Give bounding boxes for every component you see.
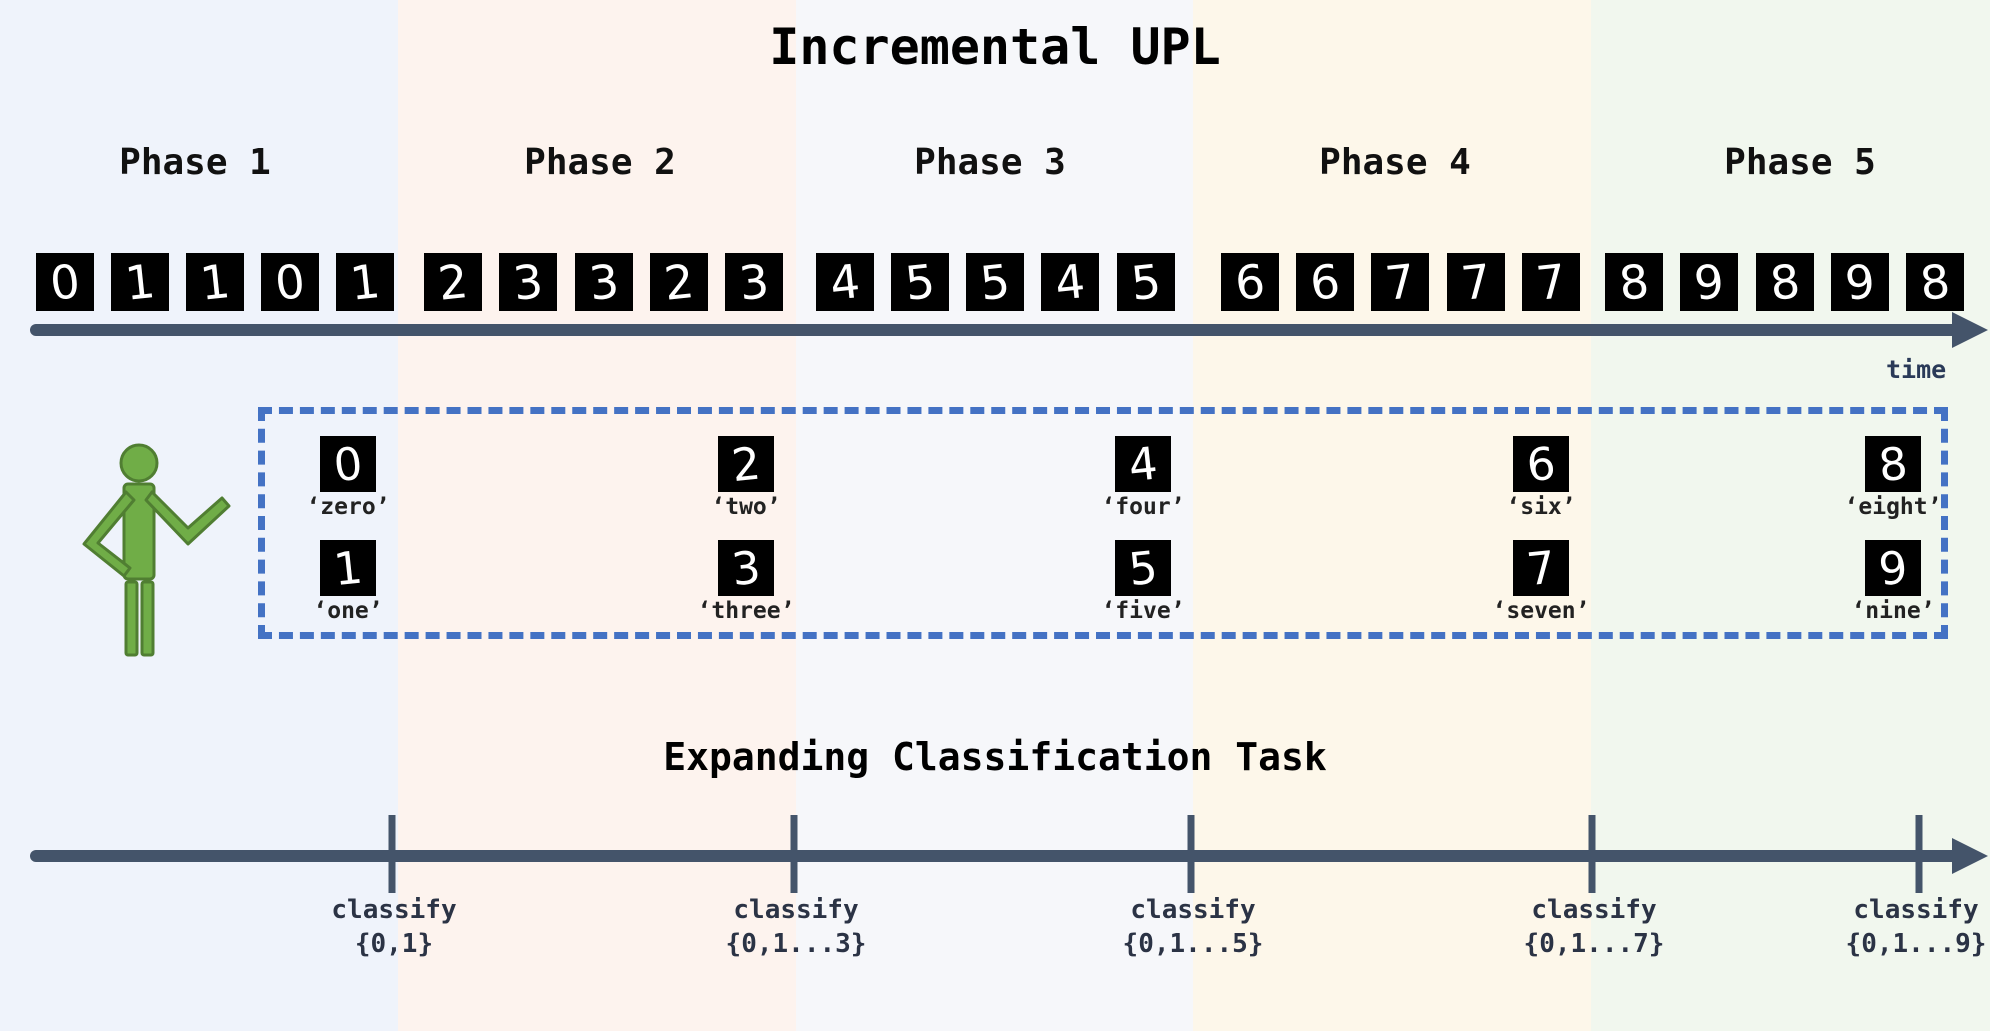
classify-label-4: classify {0,1...7}: [1523, 895, 1665, 959]
stream-digit-image: 1: [336, 253, 394, 311]
stream-digit-image: 1: [111, 253, 169, 311]
phase-3-label: Phase 3: [914, 142, 1066, 183]
svg-text:5: 5: [903, 254, 938, 311]
stream-digit-image: 6: [1221, 253, 1279, 311]
example-digit-image: 0: [320, 436, 376, 492]
svg-text:1: 1: [331, 541, 365, 596]
svg-text:7: 7: [1383, 254, 1418, 311]
svg-text:4: 4: [1126, 437, 1160, 492]
stream-digit-image: 7: [1447, 253, 1505, 311]
svg-text:0: 0: [331, 437, 365, 492]
teacher-person-icon: [82, 443, 231, 657]
stream-digit-image: 3: [499, 253, 557, 311]
svg-text:2: 2: [729, 437, 763, 492]
svg-text:8: 8: [1768, 254, 1803, 311]
stream-digit-image: 9: [1680, 253, 1738, 311]
example-digit-image: 1: [320, 540, 376, 596]
svg-text:6: 6: [1524, 437, 1558, 492]
svg-text:8: 8: [1876, 437, 1910, 492]
svg-text:3: 3: [587, 254, 622, 311]
example-word-label: ‘eight’: [1844, 494, 1942, 520]
classify-label-2: classify {0,1...3}: [725, 895, 867, 959]
svg-text:7: 7: [1524, 541, 1558, 596]
svg-text:1: 1: [123, 254, 158, 311]
phase-1-label: Phase 1: [119, 142, 271, 183]
svg-text:1: 1: [348, 254, 383, 311]
stream-digit-image: 2: [424, 253, 482, 311]
svg-text:6: 6: [1233, 254, 1268, 311]
svg-text:7: 7: [1459, 254, 1494, 311]
phase-5-label: Phase 5: [1724, 142, 1876, 183]
stream-digit-image: 8: [1906, 253, 1964, 311]
stream-digit-image: 5: [891, 253, 949, 311]
time-axis-arrow: [30, 312, 1988, 348]
example-word-label: ‘three’: [697, 598, 795, 624]
svg-text:9: 9: [1692, 254, 1727, 311]
classify-label-3: classify {0,1...5}: [1122, 895, 1264, 959]
svg-text:4: 4: [1053, 254, 1088, 311]
example-word-label: ‘four’: [1101, 494, 1185, 520]
svg-text:5: 5: [978, 254, 1013, 311]
task-title: Expanding Classification Task: [663, 735, 1327, 779]
example-word-label: ‘two’: [711, 494, 781, 520]
svg-text:8: 8: [1617, 254, 1652, 311]
phase-4-label: Phase 4: [1319, 142, 1471, 183]
svg-text:0: 0: [273, 254, 308, 311]
stream-digit-image: 9: [1831, 253, 1889, 311]
phase-2-label: Phase 2: [524, 142, 676, 183]
stream-digit-image: 2: [650, 253, 708, 311]
stream-digit-image: 7: [1371, 253, 1429, 311]
classify-label-1: classify {0,1}: [331, 895, 457, 959]
stream-digit-image: 3: [575, 253, 633, 311]
svg-text:3: 3: [737, 254, 772, 311]
stream-digit-image: 5: [1117, 253, 1175, 311]
example-digit-image: 8: [1865, 436, 1921, 492]
svg-text:1: 1: [198, 254, 233, 311]
stream-digit-image: 7: [1522, 253, 1580, 311]
svg-text:4: 4: [828, 254, 863, 311]
stream-digit-image: 5: [966, 253, 1024, 311]
example-word-label: ‘six’: [1506, 494, 1576, 520]
stream-digit-image: 8: [1756, 253, 1814, 311]
svg-text:6: 6: [1308, 254, 1343, 311]
example-word-label: ‘nine’: [1851, 598, 1935, 624]
stream-digit-image: 1: [186, 253, 244, 311]
classify-label-5: classify {0,1...9}: [1845, 895, 1987, 959]
svg-text:3: 3: [511, 254, 546, 311]
time-axis-label: time: [1886, 355, 1947, 384]
example-word-label: ‘zero’: [306, 494, 390, 520]
task-axis-arrow: [30, 838, 1988, 874]
example-digit-image: 6: [1513, 436, 1569, 492]
example-digit-image: 7: [1513, 540, 1569, 596]
stream-digit-image: 4: [1041, 253, 1099, 311]
labeled-examples-box: [258, 407, 1948, 639]
example-digit-image: 2: [718, 436, 774, 492]
stream-digit-image: 0: [261, 253, 319, 311]
example-digit-image: 9: [1865, 540, 1921, 596]
svg-text:5: 5: [1126, 541, 1160, 596]
example-digit-image: 4: [1115, 436, 1171, 492]
diagram-title: Incremental UPL: [769, 18, 1221, 76]
svg-text:9: 9: [1843, 254, 1878, 311]
svg-text:9: 9: [1876, 541, 1910, 596]
svg-text:8: 8: [1918, 254, 1953, 311]
example-word-label: ‘seven’: [1492, 598, 1590, 624]
svg-text:7: 7: [1534, 254, 1569, 311]
example-digit-image: 5: [1115, 540, 1171, 596]
example-digit-image: 3: [718, 540, 774, 596]
svg-text:0: 0: [48, 254, 83, 311]
stream-digit-image: 3: [725, 253, 783, 311]
svg-text:2: 2: [436, 254, 471, 311]
stream-digit-image: 4: [816, 253, 874, 311]
stream-digit-image: 0: [36, 253, 94, 311]
svg-text:3: 3: [729, 541, 763, 596]
stream-digit-image: 6: [1296, 253, 1354, 311]
example-word-label: ‘five’: [1101, 598, 1185, 624]
svg-text:5: 5: [1129, 254, 1164, 311]
stream-digit-image: 8: [1605, 253, 1663, 311]
svg-text:2: 2: [662, 254, 697, 311]
example-word-label: ‘one’: [313, 598, 383, 624]
